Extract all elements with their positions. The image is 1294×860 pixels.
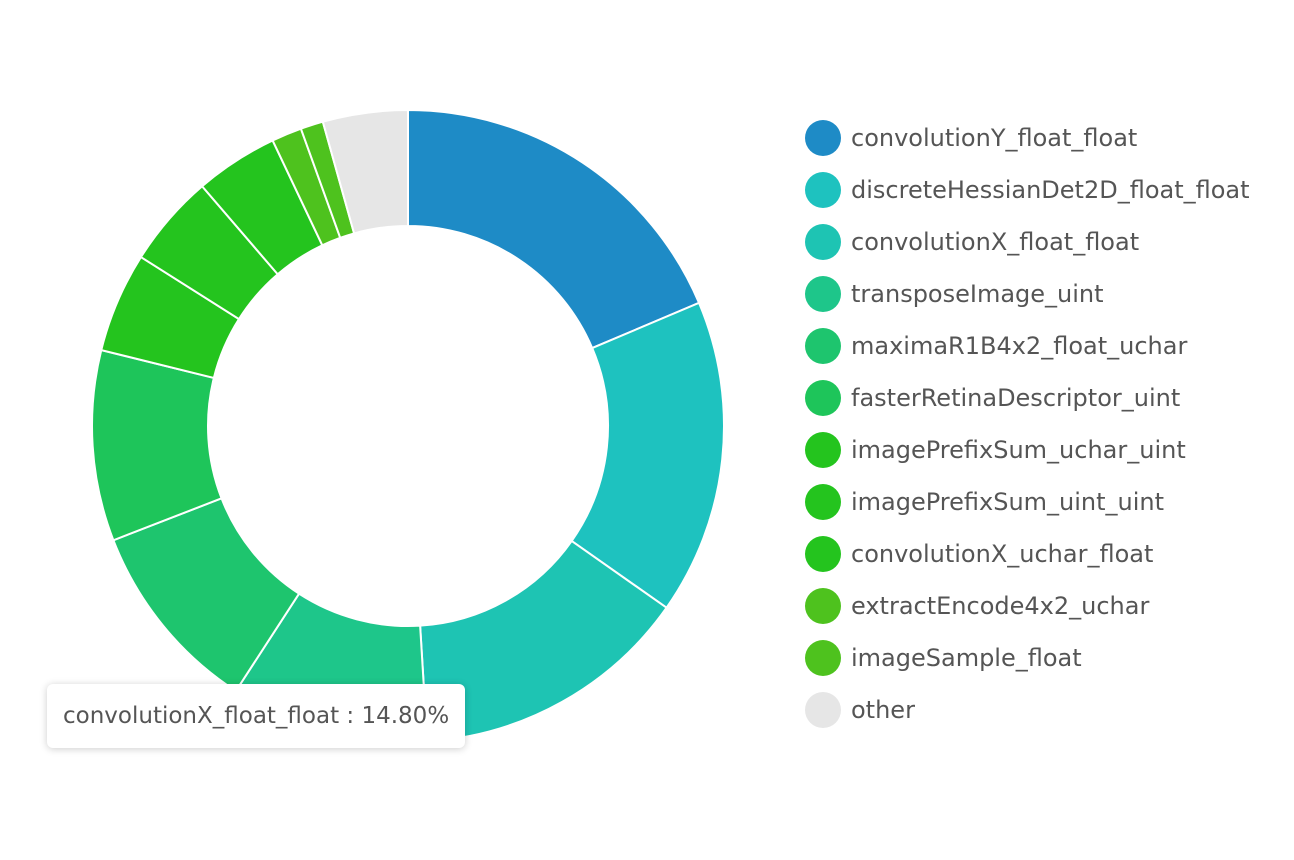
legend-label: imagePrefixSum_uchar_uint (851, 436, 1186, 464)
legend-swatch (805, 692, 841, 728)
legend-item-convolutionx-float-float[interactable]: convolutionX_float_float (805, 216, 1250, 268)
legend-label: imagePrefixSum_uint_uint (851, 488, 1165, 516)
legend-item-imageprefixsum-uchar-uint[interactable]: imagePrefixSum_uchar_uint (805, 424, 1250, 476)
slice-convolutiony-float-float[interactable] (407, 108, 701, 350)
legend-swatch (805, 276, 841, 312)
legend-label: convolutionX_float_float (851, 228, 1140, 256)
legend-swatch (805, 588, 841, 624)
legend-label: other (851, 696, 915, 724)
legend-label: discreteHessianDet2D_float_float (851, 176, 1250, 204)
legend-swatch (805, 172, 841, 208)
legend-swatch (805, 484, 841, 520)
legend-label: transposeImage_uint (851, 280, 1104, 308)
legend-swatch (805, 640, 841, 676)
legend-label: convolutionX_uchar_float (851, 540, 1154, 568)
slice-tooltip: convolutionX_float_float : 14.80% (47, 684, 466, 748)
legend-item-other[interactable]: other (805, 684, 1250, 736)
legend-label: imageSample_float (851, 644, 1082, 672)
legend-item-convolutionx-uchar-float[interactable]: convolutionX_uchar_float (805, 528, 1250, 580)
legend-item-convolutiony-float-float[interactable]: convolutionY_float_float (805, 112, 1250, 164)
legend-label: convolutionY_float_float (851, 124, 1138, 152)
legend-item-fasterretinadescriptor-uint[interactable]: fasterRetinaDescriptor_uint (805, 372, 1250, 424)
legend-label: fasterRetinaDescriptor_uint (851, 384, 1181, 412)
legend-swatch (805, 432, 841, 468)
legend-item-imageprefixsum-uint-uint[interactable]: imagePrefixSum_uint_uint (805, 476, 1250, 528)
legend-item-maximar1b4x2-float-uchar[interactable]: maximaR1B4x2_float_uchar (805, 320, 1250, 372)
chart-legend: convolutionY_float_float discreteHessianD… (805, 112, 1250, 736)
legend-item-imagesample-float[interactable]: imageSample_float (805, 632, 1250, 684)
legend-item-discretehessiandet2d-float-float[interactable]: discreteHessianDet2D_float_float (805, 164, 1250, 216)
legend-swatch (805, 120, 841, 156)
legend-label: extractEncode4x2_uchar (851, 592, 1150, 620)
legend-item-transposeimage-uint[interactable]: transposeImage_uint (805, 268, 1250, 320)
legend-item-extractencode4x2-uchar[interactable]: extractEncode4x2_uchar (805, 580, 1250, 632)
slice-other[interactable] (321, 108, 409, 235)
legend-label: maximaR1B4x2_float_uchar (851, 332, 1188, 360)
legend-swatch (805, 328, 841, 364)
legend-swatch (805, 224, 841, 260)
legend-swatch (805, 536, 841, 572)
legend-swatch (805, 380, 841, 416)
